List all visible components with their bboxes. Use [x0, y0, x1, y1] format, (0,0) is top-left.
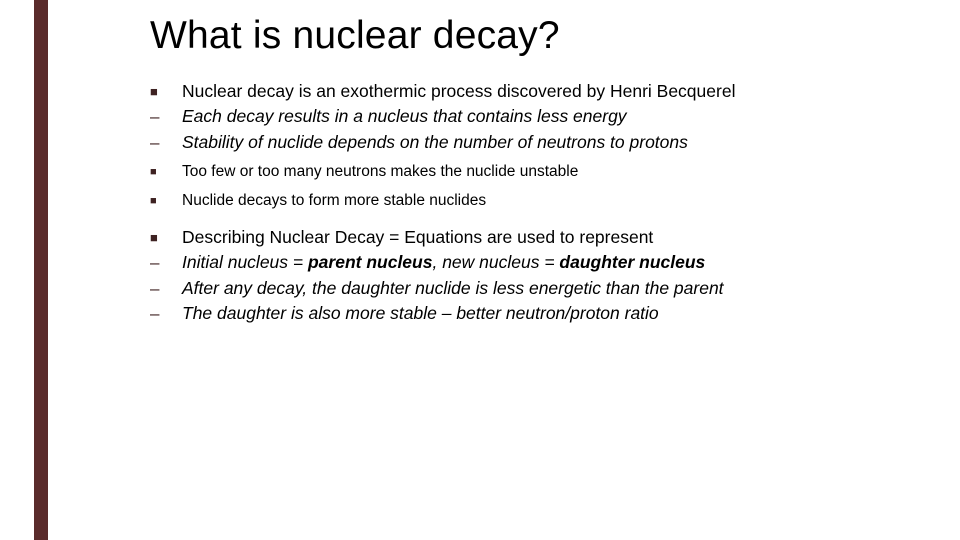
list-item-text: Each decay results in a nucleus that con…: [182, 105, 850, 127]
list-item: –Initial nucleus = parent nucleus, new n…: [150, 251, 850, 273]
list-item-text: After any decay, the daughter nuclide is…: [182, 277, 850, 299]
slide-content: What is nuclear decay? ■Nuclear decay is…: [150, 14, 850, 327]
list-item: ■Nuclear decay is an exothermic process …: [150, 80, 850, 102]
slide-title: What is nuclear decay?: [150, 14, 850, 58]
dash-bullet-icon: –: [150, 251, 182, 273]
accent-bar: [34, 0, 48, 540]
list-item-text: The daughter is also more stable – bette…: [182, 302, 850, 324]
list-item-text: Describing Nuclear Decay = Equations are…: [182, 226, 850, 248]
dash-bullet-icon: –: [150, 277, 182, 299]
list-item-text: Initial nucleus = parent nucleus, new nu…: [182, 251, 850, 273]
list-item-text: Nuclide decays to form more stable nucli…: [182, 191, 850, 211]
list-item: –After any decay, the daughter nuclide i…: [150, 277, 850, 299]
list-item: ■Too few or too many neutrons makes the …: [150, 162, 850, 182]
dash-bullet-icon: –: [150, 131, 182, 153]
list-item: –Stability of nuclide depends on the num…: [150, 131, 850, 153]
list-item: –The daughter is also more stable – bett…: [150, 302, 850, 324]
list-item-text: Too few or too many neutrons makes the n…: [182, 162, 850, 182]
bullet-list: ■Nuclear decay is an exothermic process …: [150, 80, 850, 324]
list-item: ■Nuclide decays to form more stable nucl…: [150, 191, 850, 211]
list-item: –Each decay results in a nucleus that co…: [150, 105, 850, 127]
list-item-text: Nuclear decay is an exothermic process d…: [182, 80, 850, 102]
spacer: [150, 214, 850, 226]
dash-bullet-icon: –: [150, 302, 182, 324]
square-bullet-icon: ■: [150, 162, 182, 180]
slide: What is nuclear decay? ■Nuclear decay is…: [0, 0, 960, 540]
square-bullet-icon: ■: [150, 226, 182, 246]
square-bullet-icon: ■: [150, 191, 182, 209]
list-item: ■Describing Nuclear Decay = Equations ar…: [150, 226, 850, 248]
square-bullet-icon: ■: [150, 80, 182, 100]
dash-bullet-icon: –: [150, 105, 182, 127]
list-item-text: Stability of nuclide depends on the numb…: [182, 131, 850, 153]
